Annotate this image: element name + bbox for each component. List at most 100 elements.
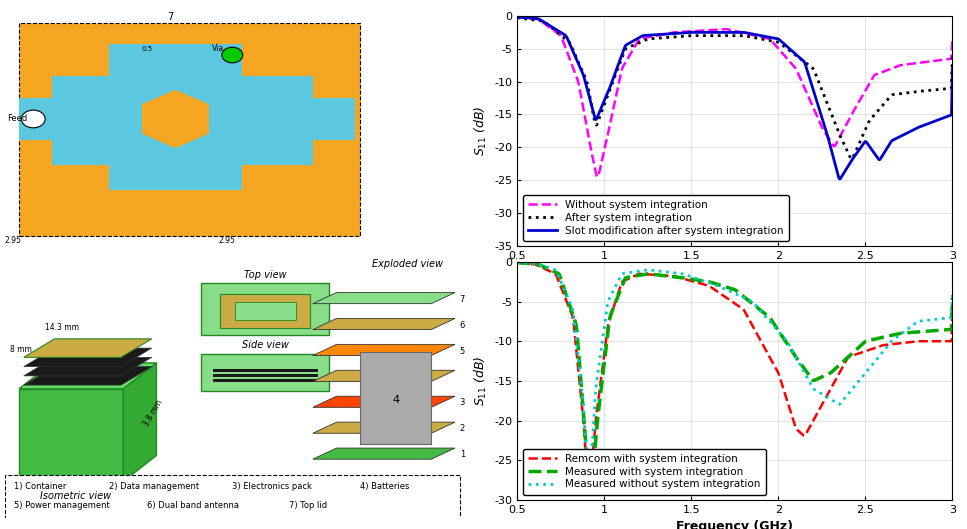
Text: 3: 3 <box>459 398 465 407</box>
Text: Feed: Feed <box>7 114 27 123</box>
Polygon shape <box>24 367 152 385</box>
Measured without system integration <box>583 487 595 494</box>
Polygon shape <box>313 448 455 459</box>
FancyBboxPatch shape <box>235 302 296 320</box>
Remcom with system integration <box>679 276 690 282</box>
Remcom with system integration <box>512 259 523 266</box>
Text: 2: 2 <box>459 424 465 433</box>
Slot modification after system integration <box>561 34 572 41</box>
Text: Top view: Top view <box>244 270 287 280</box>
Bar <box>109 154 242 190</box>
Remcom with system integration <box>587 449 599 455</box>
Measured with system integration <box>892 331 903 337</box>
Polygon shape <box>313 396 455 407</box>
X-axis label: Frequency (GHz): Frequency (GHz) <box>677 267 793 279</box>
Text: 3.8 mm: 3.8 mm <box>142 398 164 428</box>
Slot modification after system integration <box>697 29 709 35</box>
After system integration <box>587 109 599 115</box>
Text: 0.5: 0.5 <box>141 47 153 52</box>
Polygon shape <box>19 363 157 389</box>
Measured without system integration <box>587 429 599 435</box>
Text: Exploded view: Exploded view <box>372 259 443 269</box>
After system integration <box>697 32 709 39</box>
Measured without system integration <box>512 259 523 266</box>
Text: Via: Via <box>212 44 224 53</box>
Without system integration <box>938 57 950 63</box>
Circle shape <box>21 110 45 128</box>
Without system integration <box>679 29 690 35</box>
Slot modification after system integration <box>679 30 690 36</box>
Text: 6) Dual band antenna: 6) Dual band antenna <box>147 501 239 510</box>
Polygon shape <box>313 318 455 330</box>
Text: 6: 6 <box>459 321 465 330</box>
Line: Slot modification after system integration: Slot modification after system integrati… <box>517 16 952 179</box>
Polygon shape <box>24 339 152 358</box>
FancyBboxPatch shape <box>201 353 330 390</box>
Line: Without system integration: Without system integration <box>517 16 952 177</box>
After system integration <box>512 14 523 20</box>
After system integration <box>892 91 903 97</box>
Text: Isometric view: Isometric view <box>41 491 111 501</box>
Line: After system integration: After system integration <box>517 17 952 159</box>
Measured with system integration <box>512 259 523 266</box>
Bar <box>109 44 242 87</box>
Measured without system integration <box>561 293 572 299</box>
Without system integration <box>512 13 523 20</box>
After system integration <box>679 33 690 39</box>
Text: 7: 7 <box>167 12 174 22</box>
Text: 4) Batteries: 4) Batteries <box>361 482 410 491</box>
Text: Side view: Side view <box>242 340 289 350</box>
FancyBboxPatch shape <box>19 23 361 236</box>
Slot modification after system integration <box>512 13 523 20</box>
Polygon shape <box>124 363 157 481</box>
Measured with system integration <box>697 278 709 284</box>
Bar <box>214 379 317 382</box>
Bar <box>308 98 356 140</box>
Measured with system integration <box>561 294 572 300</box>
Text: 1: 1 <box>459 450 465 459</box>
Remcom with system integration <box>697 281 709 287</box>
Without system integration <box>947 37 958 43</box>
Without system integration <box>697 28 709 34</box>
Polygon shape <box>313 293 455 304</box>
Measured with system integration <box>947 295 958 301</box>
Polygon shape <box>19 389 124 481</box>
Y-axis label: $S_{11}$ (dB): $S_{11}$ (dB) <box>473 355 488 406</box>
FancyBboxPatch shape <box>5 475 459 519</box>
Text: 5) Power management: 5) Power management <box>15 501 110 510</box>
Legend: Remcom with system integration, Measured with system integration, Measured witho: Remcom with system integration, Measured… <box>522 449 766 495</box>
After system integration <box>561 37 572 43</box>
Slot modification after system integration <box>947 66 958 72</box>
Measured without system integration <box>679 271 690 278</box>
Polygon shape <box>313 344 455 355</box>
Remcom with system integration <box>583 490 595 496</box>
Polygon shape <box>313 370 455 381</box>
Without system integration <box>587 155 599 161</box>
Measured without system integration <box>697 278 709 284</box>
Text: 3) Electronics pack: 3) Electronics pack <box>232 482 312 491</box>
Remcom with system integration <box>561 299 572 305</box>
Without system integration <box>592 174 603 180</box>
Text: 7: 7 <box>459 295 465 304</box>
Measured with system integration <box>938 327 950 333</box>
Legend: Without system integration, After system integration, Slot modification after sy: Without system integration, After system… <box>522 195 789 241</box>
Remcom with system integration <box>947 301 958 307</box>
Y-axis label: $S_{11}$ (dB): $S_{11}$ (dB) <box>473 106 488 156</box>
Text: 2.95: 2.95 <box>219 236 235 245</box>
Without system integration <box>561 48 572 54</box>
After system integration <box>938 86 950 92</box>
Without system integration <box>892 63 903 69</box>
Line: Remcom with system integration: Remcom with system integration <box>517 262 952 493</box>
Text: 2) Data management: 2) Data management <box>109 482 199 491</box>
After system integration <box>947 52 958 59</box>
Circle shape <box>221 47 243 63</box>
Measured without system integration <box>892 334 903 340</box>
Text: 7) Top lid: 7) Top lid <box>289 501 327 510</box>
Measured with system integration <box>679 275 690 281</box>
Line: Measured without system integration: Measured without system integration <box>517 262 952 490</box>
Slot modification after system integration <box>938 114 950 121</box>
FancyBboxPatch shape <box>201 283 330 335</box>
Remcom with system integration <box>938 338 950 344</box>
Polygon shape <box>24 358 152 376</box>
Bar <box>52 76 313 165</box>
